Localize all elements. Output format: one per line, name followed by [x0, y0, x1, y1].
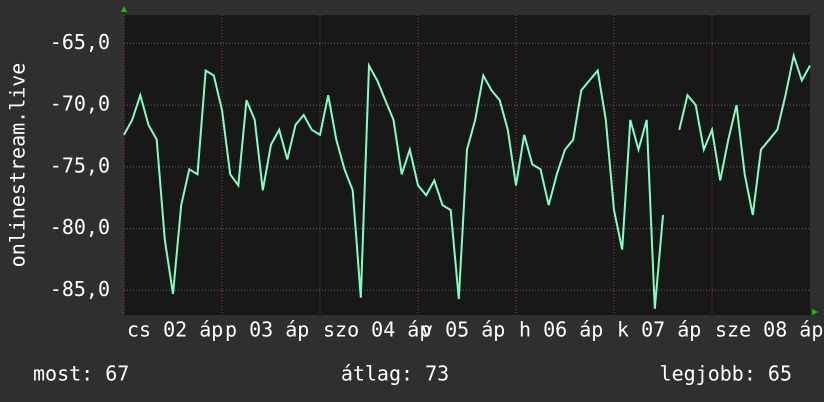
y-tick-label: -75,0	[50, 153, 110, 177]
series-line	[123, 51, 811, 309]
x-tick-label: v 05 áp	[421, 318, 505, 342]
footer-current: most: 67	[33, 362, 129, 386]
y-tick-label: -70,0	[50, 92, 110, 116]
axis-arrow	[812, 309, 818, 315]
y-tick-label: -85,0	[50, 277, 110, 301]
x-tick-label: k 07 áp	[617, 318, 701, 342]
x-tick-label: sze 08 áp	[715, 318, 823, 342]
y-tick-label: -65,0	[50, 30, 110, 54]
y-axis-label: onlinestream.live	[6, 63, 30, 268]
axis-arrow	[121, 6, 127, 12]
footer-average: átlag: 73	[341, 362, 449, 386]
x-tick-label: szo 04 áp	[323, 318, 431, 342]
x-tick-label: h 06 áp	[519, 318, 603, 342]
y-tick-label: -80,0	[50, 215, 110, 239]
footer-best: legjobb: 65	[660, 362, 792, 386]
x-tick-label: p 03 áp	[225, 318, 309, 342]
x-tick-label: cs 02 áp	[127, 318, 223, 342]
